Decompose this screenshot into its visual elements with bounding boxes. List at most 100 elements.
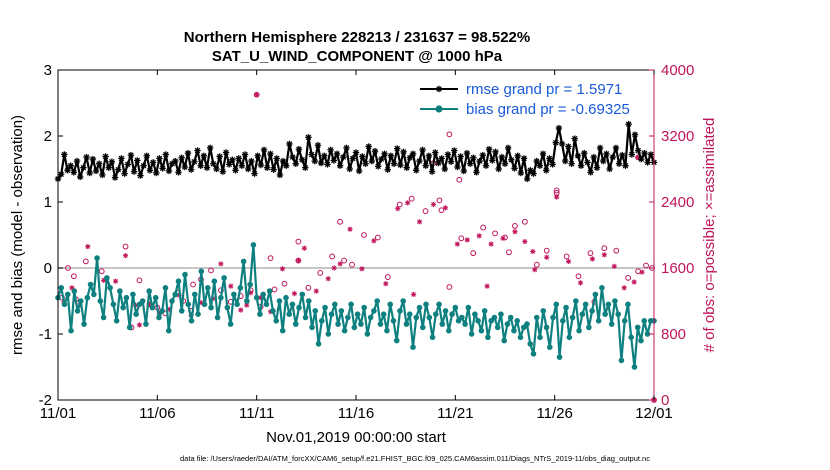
obs-possible-point bbox=[305, 284, 312, 291]
rmse-marker-stroke bbox=[318, 160, 324, 166]
obs-assimilated-point bbox=[454, 241, 460, 247]
obs-possible-point bbox=[190, 281, 196, 288]
y-left-tick-label: -2 bbox=[39, 392, 52, 409]
bias-point bbox=[638, 337, 644, 344]
bias-point bbox=[279, 327, 286, 334]
rmse-point bbox=[279, 157, 287, 165]
x-axis-label: Nov.01,2019 00:00:00 start bbox=[266, 429, 447, 446]
bias-point bbox=[276, 298, 283, 304]
obs-marker-stroke bbox=[313, 288, 319, 294]
rmse-point bbox=[492, 148, 499, 156]
y-right-tick-label: 2400 bbox=[661, 194, 694, 211]
rmse-marker-stroke bbox=[267, 151, 274, 157]
bias-point bbox=[481, 308, 488, 314]
rmse-point bbox=[463, 149, 471, 157]
rmse-point bbox=[384, 166, 391, 173]
y-axis-left-label: rmse and bias (model - observation) bbox=[9, 115, 26, 355]
bias-point bbox=[338, 308, 345, 314]
rmse-point bbox=[92, 167, 100, 175]
obs-possible-point bbox=[625, 275, 632, 281]
bias-point bbox=[449, 311, 455, 318]
rmse-point bbox=[565, 143, 572, 150]
bias-point bbox=[325, 331, 332, 337]
x-tick-label: 11/16 bbox=[338, 405, 374, 422]
rmse-marker-stroke bbox=[600, 158, 607, 164]
obs-marker-stroke bbox=[484, 283, 490, 289]
rmse-point bbox=[225, 161, 233, 168]
bias-point bbox=[172, 291, 179, 298]
rmse-marker-stroke bbox=[362, 160, 369, 167]
obs-possible-point bbox=[408, 195, 415, 202]
rmse-point bbox=[343, 144, 350, 152]
rmse-marker-stroke bbox=[229, 156, 236, 163]
rmse-marker-stroke bbox=[546, 155, 553, 162]
legend-box bbox=[414, 76, 652, 118]
rmse-marker-stroke bbox=[641, 150, 648, 156]
bias-point bbox=[319, 318, 325, 324]
bias-point bbox=[631, 364, 638, 370]
obs-marker-stroke bbox=[371, 238, 377, 244]
bias-point bbox=[621, 318, 628, 324]
rmse-marker-stroke bbox=[540, 151, 546, 157]
bias-point bbox=[107, 285, 113, 291]
obs-assimilated-point bbox=[405, 200, 411, 206]
rmse-point bbox=[473, 169, 480, 176]
rmse-point bbox=[333, 150, 341, 158]
rmse-point bbox=[587, 169, 594, 176]
rmse-marker-stroke bbox=[216, 153, 223, 160]
bias-point bbox=[608, 321, 615, 327]
rmse-point bbox=[172, 157, 179, 165]
bias-point bbox=[139, 298, 146, 304]
bias-point bbox=[237, 285, 244, 291]
rmse-marker-stroke bbox=[397, 162, 404, 168]
rmse-marker-stroke bbox=[591, 154, 597, 160]
rmse-point bbox=[191, 158, 198, 165]
rmse-marker-stroke bbox=[121, 170, 128, 177]
obs-assimilated-point bbox=[589, 256, 596, 262]
bias-point bbox=[507, 314, 514, 321]
rmse-marker-stroke bbox=[324, 161, 331, 168]
rmse-point bbox=[76, 173, 84, 181]
obs-assimilated-point bbox=[530, 248, 536, 255]
rmse-marker-stroke bbox=[178, 155, 185, 161]
rmse-marker-stroke bbox=[280, 158, 286, 164]
bias-point bbox=[625, 301, 631, 308]
obs-marker-stroke bbox=[500, 235, 506, 241]
obs-marker-stroke bbox=[292, 291, 297, 296]
rmse-point bbox=[546, 155, 553, 162]
rmse-point bbox=[115, 166, 122, 173]
bias-point bbox=[501, 337, 507, 344]
obs-marker-stroke bbox=[302, 245, 307, 251]
bias-point bbox=[244, 298, 250, 304]
rmse-point bbox=[517, 169, 525, 177]
rmse-marker-stroke bbox=[64, 167, 71, 174]
bias-point bbox=[546, 344, 553, 351]
rmse-marker-stroke bbox=[283, 162, 290, 169]
bias-point bbox=[397, 308, 403, 314]
bias-point bbox=[188, 318, 195, 324]
rmse-marker-stroke bbox=[213, 166, 220, 172]
obs-possible-point bbox=[635, 268, 642, 275]
rmse-marker-stroke bbox=[327, 147, 334, 153]
rmse-point bbox=[235, 155, 242, 162]
rmse-marker-stroke bbox=[537, 162, 543, 169]
bias-point bbox=[97, 298, 104, 304]
obs-assimilated-point bbox=[639, 269, 645, 275]
rmse-point bbox=[330, 157, 338, 164]
bias-point bbox=[211, 278, 218, 285]
bias-point bbox=[530, 351, 537, 357]
rmse-marker-stroke bbox=[635, 147, 641, 154]
obs-marker-stroke bbox=[417, 219, 422, 225]
rmse-point bbox=[571, 135, 578, 142]
obs-assimilated-point bbox=[544, 254, 550, 260]
rmse-point bbox=[647, 151, 655, 158]
bias-point bbox=[322, 304, 328, 311]
rmse-point bbox=[336, 162, 344, 169]
rmse-marker-stroke bbox=[403, 164, 410, 171]
obs-marker-stroke bbox=[85, 244, 91, 249]
rmse-point bbox=[289, 153, 296, 161]
rmse-point bbox=[606, 165, 613, 173]
bias-point bbox=[560, 318, 566, 324]
bias-point bbox=[162, 285, 169, 291]
rmse-point bbox=[444, 151, 452, 158]
